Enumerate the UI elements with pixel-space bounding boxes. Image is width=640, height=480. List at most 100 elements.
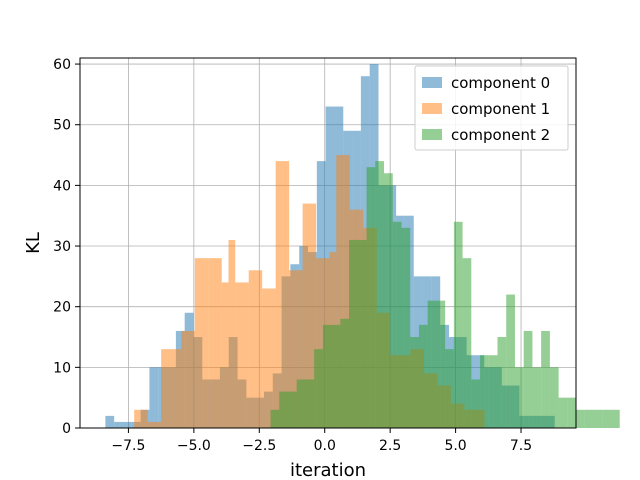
y-axis-label: KL bbox=[23, 232, 44, 254]
legend-label: component 1 bbox=[451, 100, 550, 118]
histogram-bar bbox=[410, 337, 419, 428]
histogram-bar bbox=[194, 258, 202, 428]
histogram-bar bbox=[268, 288, 276, 428]
histogram-bar bbox=[471, 379, 481, 428]
histogram-bar bbox=[331, 324, 341, 428]
histogram-bar bbox=[302, 203, 310, 428]
legend-label: component 2 bbox=[451, 126, 550, 144]
histogram-bar bbox=[167, 349, 175, 428]
legend-swatch bbox=[422, 129, 442, 140]
histogram-bar bbox=[134, 409, 141, 428]
histogram-bar bbox=[549, 367, 559, 428]
histogram-bar bbox=[576, 409, 585, 428]
histogram-bar bbox=[462, 258, 472, 428]
histogram-bar bbox=[314, 349, 323, 428]
y-tick-label: 50 bbox=[53, 118, 71, 134]
histogram-bar bbox=[602, 409, 611, 428]
histogram-bar bbox=[235, 282, 242, 428]
legend-label: component 0 bbox=[451, 74, 550, 92]
histogram-bar bbox=[215, 258, 222, 428]
histogram-bar bbox=[270, 409, 280, 428]
histogram-bar bbox=[384, 173, 393, 428]
histogram-bar bbox=[181, 330, 189, 428]
legend-swatch bbox=[422, 77, 442, 88]
histogram-bar bbox=[154, 421, 162, 428]
histogram-bar bbox=[401, 227, 411, 428]
histogram-bar bbox=[282, 161, 290, 429]
histogram-bar bbox=[289, 270, 296, 428]
x-tick-label: −5.0 bbox=[177, 438, 211, 454]
histogram-bar bbox=[105, 415, 115, 428]
histogram-bar bbox=[149, 367, 159, 428]
histogram-bar bbox=[174, 349, 182, 428]
histogram-bar bbox=[201, 258, 209, 428]
histogram-bar bbox=[349, 239, 358, 428]
x-axis-label: iteration bbox=[290, 460, 366, 480]
histogram-bar bbox=[228, 239, 236, 428]
x-tick-label: 5.0 bbox=[444, 438, 466, 454]
x-tick-label: 2.5 bbox=[379, 438, 401, 454]
plot-frame bbox=[79, 57, 577, 429]
histogram-bar bbox=[541, 330, 550, 428]
histogram-bar bbox=[558, 397, 568, 428]
histogram-bar bbox=[262, 288, 269, 428]
x-tick-label: 7.5 bbox=[510, 438, 532, 454]
histogram-bar bbox=[357, 239, 367, 428]
y-tick-label: 20 bbox=[53, 300, 71, 316]
histogram-bar bbox=[453, 221, 463, 428]
y-tick-label: 10 bbox=[53, 360, 71, 376]
histogram-bar bbox=[480, 355, 489, 428]
series-2-bars bbox=[270, 161, 620, 429]
histogram-bar bbox=[114, 421, 124, 428]
histogram-bar bbox=[248, 270, 256, 428]
histogram-bar bbox=[427, 300, 437, 428]
y-tick-label: 30 bbox=[53, 239, 71, 255]
histogram-bar bbox=[241, 282, 249, 428]
histogram-bar bbox=[436, 300, 446, 428]
histogram-bar bbox=[147, 421, 155, 428]
histogram-bar bbox=[366, 167, 376, 428]
histogram-bar bbox=[221, 282, 229, 428]
legend-swatch bbox=[422, 103, 442, 114]
histogram-bar bbox=[343, 155, 350, 428]
x-tick-label: −7.5 bbox=[111, 438, 145, 454]
histogram-bar bbox=[593, 409, 603, 428]
histogram-bar bbox=[336, 155, 344, 428]
histogram-bar bbox=[309, 203, 317, 428]
histogram-bar bbox=[375, 161, 385, 429]
legend: component 0 component 1 component 2 bbox=[414, 65, 569, 151]
histogram-bar bbox=[161, 349, 168, 428]
histogram-bar bbox=[305, 379, 315, 428]
histogram-bar bbox=[275, 161, 283, 429]
histogram-bar bbox=[295, 270, 303, 428]
histogram-bar bbox=[208, 258, 216, 428]
histogram-bar bbox=[140, 409, 148, 428]
histogram-bars bbox=[105, 64, 620, 429]
x-tick-label: 0.0 bbox=[314, 438, 336, 454]
x-axis: −7.5 −5.0 −2.5 0.0 2.5 5.0 7.5 bbox=[111, 428, 532, 454]
histogram-bar bbox=[296, 379, 306, 428]
x-tick-label: −2.5 bbox=[242, 438, 276, 454]
histogram-bar bbox=[523, 330, 533, 428]
histogram-bar bbox=[584, 409, 594, 428]
histogram-bar bbox=[567, 397, 577, 428]
y-tick-label: 40 bbox=[53, 178, 71, 194]
histogram-bar bbox=[497, 337, 507, 428]
histogram-bar bbox=[488, 355, 498, 428]
histogram-bar bbox=[445, 349, 454, 428]
histogram-bar bbox=[514, 367, 524, 428]
legend-box bbox=[414, 65, 569, 151]
histogram-bar bbox=[392, 221, 402, 428]
histogram-bar bbox=[532, 367, 542, 428]
histogram-bar bbox=[123, 421, 132, 428]
histogram-bar bbox=[255, 270, 263, 428]
y-axis: 0 10 20 30 40 50 60 bbox=[53, 57, 80, 437]
histogram-bar bbox=[610, 409, 620, 428]
histogram-bar bbox=[340, 318, 350, 428]
histogram-bar bbox=[322, 324, 332, 428]
y-tick-label: 60 bbox=[53, 57, 71, 73]
histogram-bar bbox=[188, 330, 195, 428]
histogram-bar bbox=[288, 391, 297, 428]
histogram-bar bbox=[316, 258, 323, 428]
